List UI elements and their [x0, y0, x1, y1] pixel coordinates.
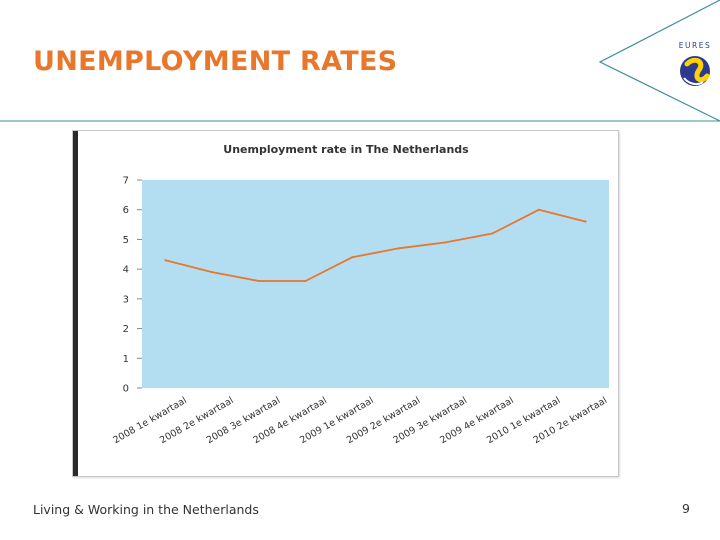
- y-axis: 0 1 2 3 4 5 6 7: [123, 176, 142, 395]
- y-tick-label: 2: [123, 324, 129, 335]
- data-point: [351, 256, 354, 259]
- chevron-decoration: [598, 0, 720, 122]
- eures-logo: EURES: [679, 41, 711, 86]
- series-group: [164, 208, 587, 283]
- unemployment-chart: Unemployment rate in The Netherlands 0 1 2…: [111, 143, 609, 446]
- y-tick-label: 7: [123, 176, 129, 187]
- y-tick-label: 1: [123, 354, 129, 365]
- data-point: [257, 280, 260, 283]
- data-point: [491, 232, 494, 235]
- page-number: 9: [682, 501, 690, 516]
- slide-title: UNEMPLOYMENT RATES: [33, 46, 398, 77]
- data-point: [537, 208, 540, 211]
- data-point: [444, 241, 447, 244]
- series-line-0: [165, 208, 586, 282]
- logo-text: EURES: [679, 41, 711, 50]
- data-point: [584, 220, 587, 223]
- y-tick-label: 5: [123, 235, 129, 246]
- y-tick-label: 0: [123, 384, 129, 395]
- y-tick-label: 6: [123, 205, 129, 216]
- x-tick-label: 2008 1e kwartaal: [111, 395, 188, 446]
- plot-area: [142, 180, 609, 388]
- data-point: [211, 271, 214, 274]
- chart-frame: Unemployment rate in The Netherlands 0 1 2…: [72, 130, 619, 477]
- data-point: [397, 247, 400, 250]
- y-tick-label: 3: [123, 294, 129, 305]
- footer-text: Living & Working in the Netherlands: [33, 502, 259, 517]
- data-point: [304, 280, 307, 283]
- chart-title: Unemployment rate in The Netherlands: [223, 143, 469, 156]
- y-tick-label: 4: [123, 265, 129, 276]
- data-point: [164, 259, 167, 262]
